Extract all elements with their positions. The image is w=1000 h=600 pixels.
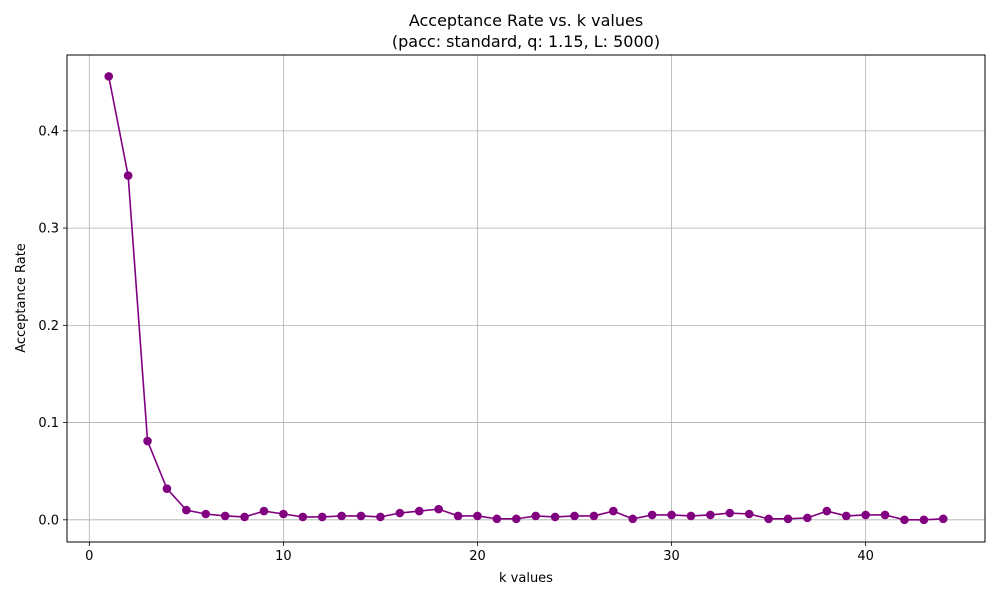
data-point	[104, 72, 114, 81]
data-point	[279, 509, 288, 519]
data-point	[511, 514, 521, 524]
plot-area-frame	[66, 54, 986, 543]
x-tick-label: 40	[857, 549, 874, 564]
x-tick-label: 10	[275, 549, 292, 564]
data-point	[609, 506, 618, 516]
data-point	[589, 511, 599, 521]
data-point	[550, 512, 560, 522]
data-point	[337, 511, 346, 521]
data-point	[725, 508, 735, 518]
data-point	[162, 484, 172, 494]
data-point	[764, 514, 773, 524]
data-point	[667, 510, 676, 520]
x-axis-ticks: 0 10 20 30 40	[85, 542, 874, 564]
data-point	[376, 512, 385, 522]
x-tick-label: 20	[469, 549, 486, 564]
y-tick-label: 0.3	[38, 222, 59, 237]
data-point	[201, 509, 211, 519]
data-point	[938, 514, 948, 524]
data-point	[647, 510, 657, 520]
data-point	[880, 510, 890, 520]
y-tick-label: 0.2	[38, 319, 59, 334]
data-point	[783, 514, 793, 524]
data-point	[822, 506, 832, 516]
data-point	[453, 511, 463, 521]
y-tick-label: 0.0	[38, 513, 59, 528]
data-point	[143, 436, 152, 446]
data-point	[570, 511, 579, 521]
data-point	[706, 510, 715, 520]
grid-lines	[67, 55, 985, 542]
data-point	[123, 171, 133, 180]
data-point	[395, 508, 405, 518]
y-axis-label: Acceptance Rate	[14, 243, 29, 353]
x-tick-label: 30	[663, 549, 680, 564]
data-point	[473, 511, 482, 521]
data-point	[803, 513, 812, 523]
data-series	[104, 72, 948, 525]
data-point	[492, 514, 502, 524]
data-point	[317, 512, 327, 522]
chart-title: Acceptance Rate vs. k values	[409, 11, 643, 30]
data-point	[531, 511, 541, 521]
y-axis-ticks: 0.0 0.1 0.2 0.3 0.4	[38, 124, 67, 528]
data-point	[220, 511, 230, 521]
data-point	[182, 505, 191, 515]
data-point	[414, 506, 424, 516]
data-point	[841, 511, 851, 521]
data-point	[744, 509, 754, 519]
data-point	[628, 514, 638, 524]
data-point	[259, 506, 269, 516]
chart-subtitle: (pacc: standard, q: 1.15, L: 5000)	[392, 32, 660, 51]
y-tick-label: 0.4	[38, 124, 59, 139]
data-point	[919, 515, 929, 525]
series-line	[107, 76, 944, 521]
x-tick-label: 0	[85, 549, 93, 564]
data-point	[900, 515, 909, 525]
data-point	[434, 504, 443, 514]
data-point	[298, 512, 308, 522]
data-point	[240, 512, 249, 522]
data-point	[356, 511, 366, 521]
x-axis-label: k values	[499, 571, 553, 586]
y-tick-label: 0.1	[38, 416, 59, 431]
data-point	[686, 511, 696, 521]
data-point	[861, 510, 870, 520]
